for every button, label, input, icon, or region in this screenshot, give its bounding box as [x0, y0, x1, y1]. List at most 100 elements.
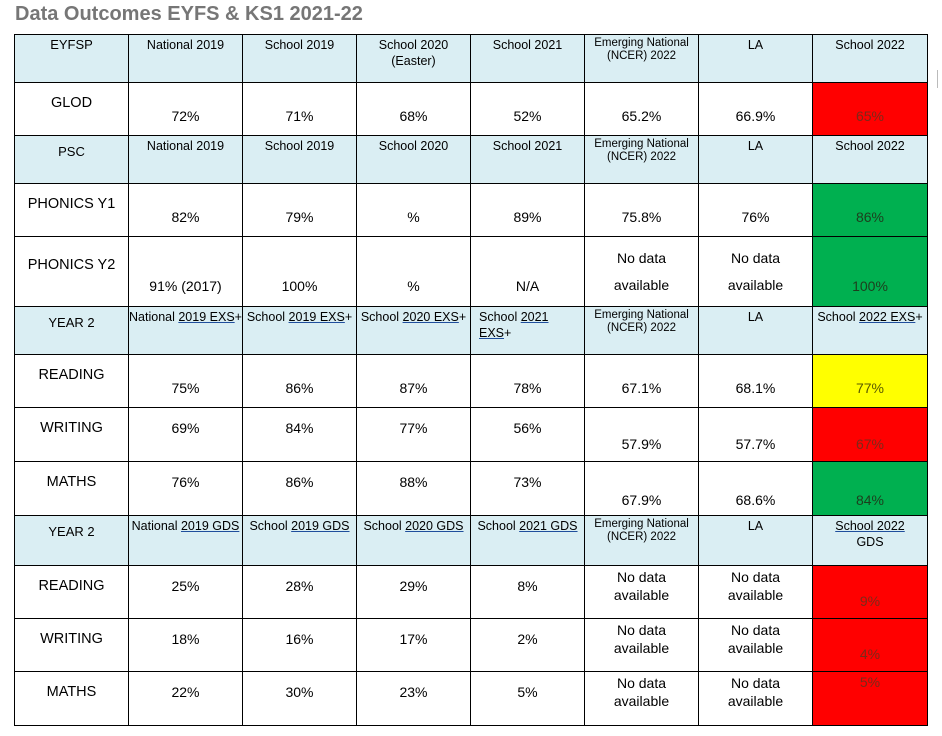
table-cell: No data available [698, 565, 813, 619]
row-label: READING [14, 565, 129, 619]
table-cell: 52% [470, 82, 585, 136]
table-cell: 66.9% [698, 82, 813, 136]
table-cell: 29% [356, 565, 471, 619]
table-cell: 75.8% [584, 183, 699, 237]
row-label: PHONICS Y1 [14, 183, 129, 237]
table-row: READING 25% 28% 29% 8% No data available… [14, 565, 928, 619]
table-cell: 87% [356, 354, 471, 408]
table-cell: 68% [356, 82, 471, 136]
page-title: Data Outcomes EYFS & KS1 2021-22 [15, 3, 363, 25]
table-row: MATHS 22% 30% 23% 5% No data available N… [14, 671, 928, 726]
status-cell: 77% [812, 354, 928, 408]
table-cell: 17% [356, 618, 471, 672]
table-cell: No data available [584, 565, 699, 619]
table-cell: 68.6% [698, 461, 813, 516]
row-label: WRITING [14, 618, 129, 672]
table-cell: 91% (2017) [128, 236, 243, 307]
table-cell: 28% [242, 565, 357, 619]
header-cell: Emerging National (NCER) 2022 [584, 515, 699, 566]
table-cell: 82% [128, 183, 243, 237]
header-cell: National 2019 EXS+ [128, 306, 243, 355]
row-label: PSC [14, 135, 129, 184]
status-cell: 5% [812, 671, 928, 726]
row-label: GLOD [14, 82, 129, 136]
header-cell: School 2021 [470, 34, 585, 83]
status-cell: 86% [812, 183, 928, 237]
status-cell: 84% [812, 461, 928, 516]
table-cell: 2% [470, 618, 585, 672]
table-cell: 79% [242, 183, 357, 237]
table-cell: 100% [242, 236, 357, 307]
status-cell: 67% [812, 407, 928, 462]
row-label: YEAR 2 [14, 306, 129, 355]
row-label: MATHS [14, 461, 129, 516]
header-cell: School 2020 EXS+ [356, 306, 471, 355]
header-cell: School 2019 EXS+ [242, 306, 357, 355]
header-cell: School 2022 [812, 34, 928, 83]
table-cell: 86% [242, 354, 357, 408]
table-cell: No data available [584, 671, 699, 726]
header-cell: School 2021 GDS [470, 515, 585, 566]
header-cell: School 2020 (Easter) [356, 34, 471, 83]
row-label: READING [14, 354, 129, 408]
table-cell: No data available [584, 618, 699, 672]
table-cell: 77% [356, 407, 471, 462]
header-cell: National 2019 GDS [128, 515, 243, 566]
table-cell: 69% [128, 407, 243, 462]
table-row: WRITING 18% 16% 17% 2% No data available… [14, 618, 928, 672]
table-cell: 68.1% [698, 354, 813, 408]
header-cell: National 2019 [128, 135, 243, 184]
table-cell: 23% [356, 671, 471, 726]
table-row: PHONICS Y1 82% 79% % 89% 75.8% 76% 86% [14, 183, 928, 237]
table-cell: % [356, 236, 471, 307]
table-cell: 56% [470, 407, 585, 462]
year2-exs-header-row: YEAR 2 National 2019 EXS+ School 2019 EX… [14, 306, 928, 355]
table-cell: 84% [242, 407, 357, 462]
header-cell: School 2019 [242, 135, 357, 184]
table-cell: 67.1% [584, 354, 699, 408]
table-cell: % [356, 183, 471, 237]
table-row: PHONICS Y2 91% (2017) 100% % N/A No data… [14, 236, 928, 307]
header-cell: School 2021 EXS+ [470, 306, 585, 355]
status-cell: 9% [812, 565, 928, 619]
table-cell: 67.9% [584, 461, 699, 516]
header-cell: School 2022 [812, 135, 928, 184]
table-cell: 86% [242, 461, 357, 516]
header-cell: School 2022 GDS [812, 515, 928, 566]
table-row: MATHS 76% 86% 88% 73% 67.9% 68.6% 84% [14, 461, 928, 516]
table-cell: 75% [128, 354, 243, 408]
row-label: MATHS [14, 671, 129, 726]
header-cell: School 2019 [242, 34, 357, 83]
table-cell: 30% [242, 671, 357, 726]
header-cell: LA [698, 306, 813, 355]
table-cell: 71% [242, 82, 357, 136]
table-row: READING 75% 86% 87% 78% 67.1% 68.1% 77% [14, 354, 928, 408]
table-cell: 65.2% [584, 82, 699, 136]
header-cell: School 2019 GDS [242, 515, 357, 566]
header-cell: School 2020 GDS [356, 515, 471, 566]
status-cell: 65% [812, 82, 928, 136]
psc-header-row: PSC National 2019 School 2019 School 202… [14, 135, 928, 184]
header-cell: Emerging National (NCER) 2022 [584, 34, 699, 83]
header-cell: National 2019 [128, 34, 243, 83]
header-cell: Emerging National (NCER) 2022 [584, 306, 699, 355]
table-cell: 57.7% [698, 407, 813, 462]
header-cell: School 2020 [356, 135, 471, 184]
row-label: EYFSP [14, 34, 129, 83]
header-cell: School 2021 [470, 135, 585, 184]
table-cell: 73% [470, 461, 585, 516]
table-cell: 25% [128, 565, 243, 619]
row-label: PHONICS Y2 [14, 236, 129, 307]
table-cell: 18% [128, 618, 243, 672]
table-cell: 22% [128, 671, 243, 726]
table-cell: 76% [128, 461, 243, 516]
scroll-edge [937, 70, 942, 88]
header-cell: Emerging National (NCER) 2022 [584, 135, 699, 184]
table-cell: 16% [242, 618, 357, 672]
table-cell: No data available [698, 671, 813, 726]
table-row: WRITING 69% 84% 77% 56% 57.9% 57.7% 67% [14, 407, 928, 462]
status-cell: 100% [812, 236, 928, 307]
header-cell: School 2022 EXS+ [812, 306, 928, 355]
table-cell: 57.9% [584, 407, 699, 462]
eyfsp-header-row: EYFSP National 2019 School 2019 School 2… [14, 34, 928, 83]
